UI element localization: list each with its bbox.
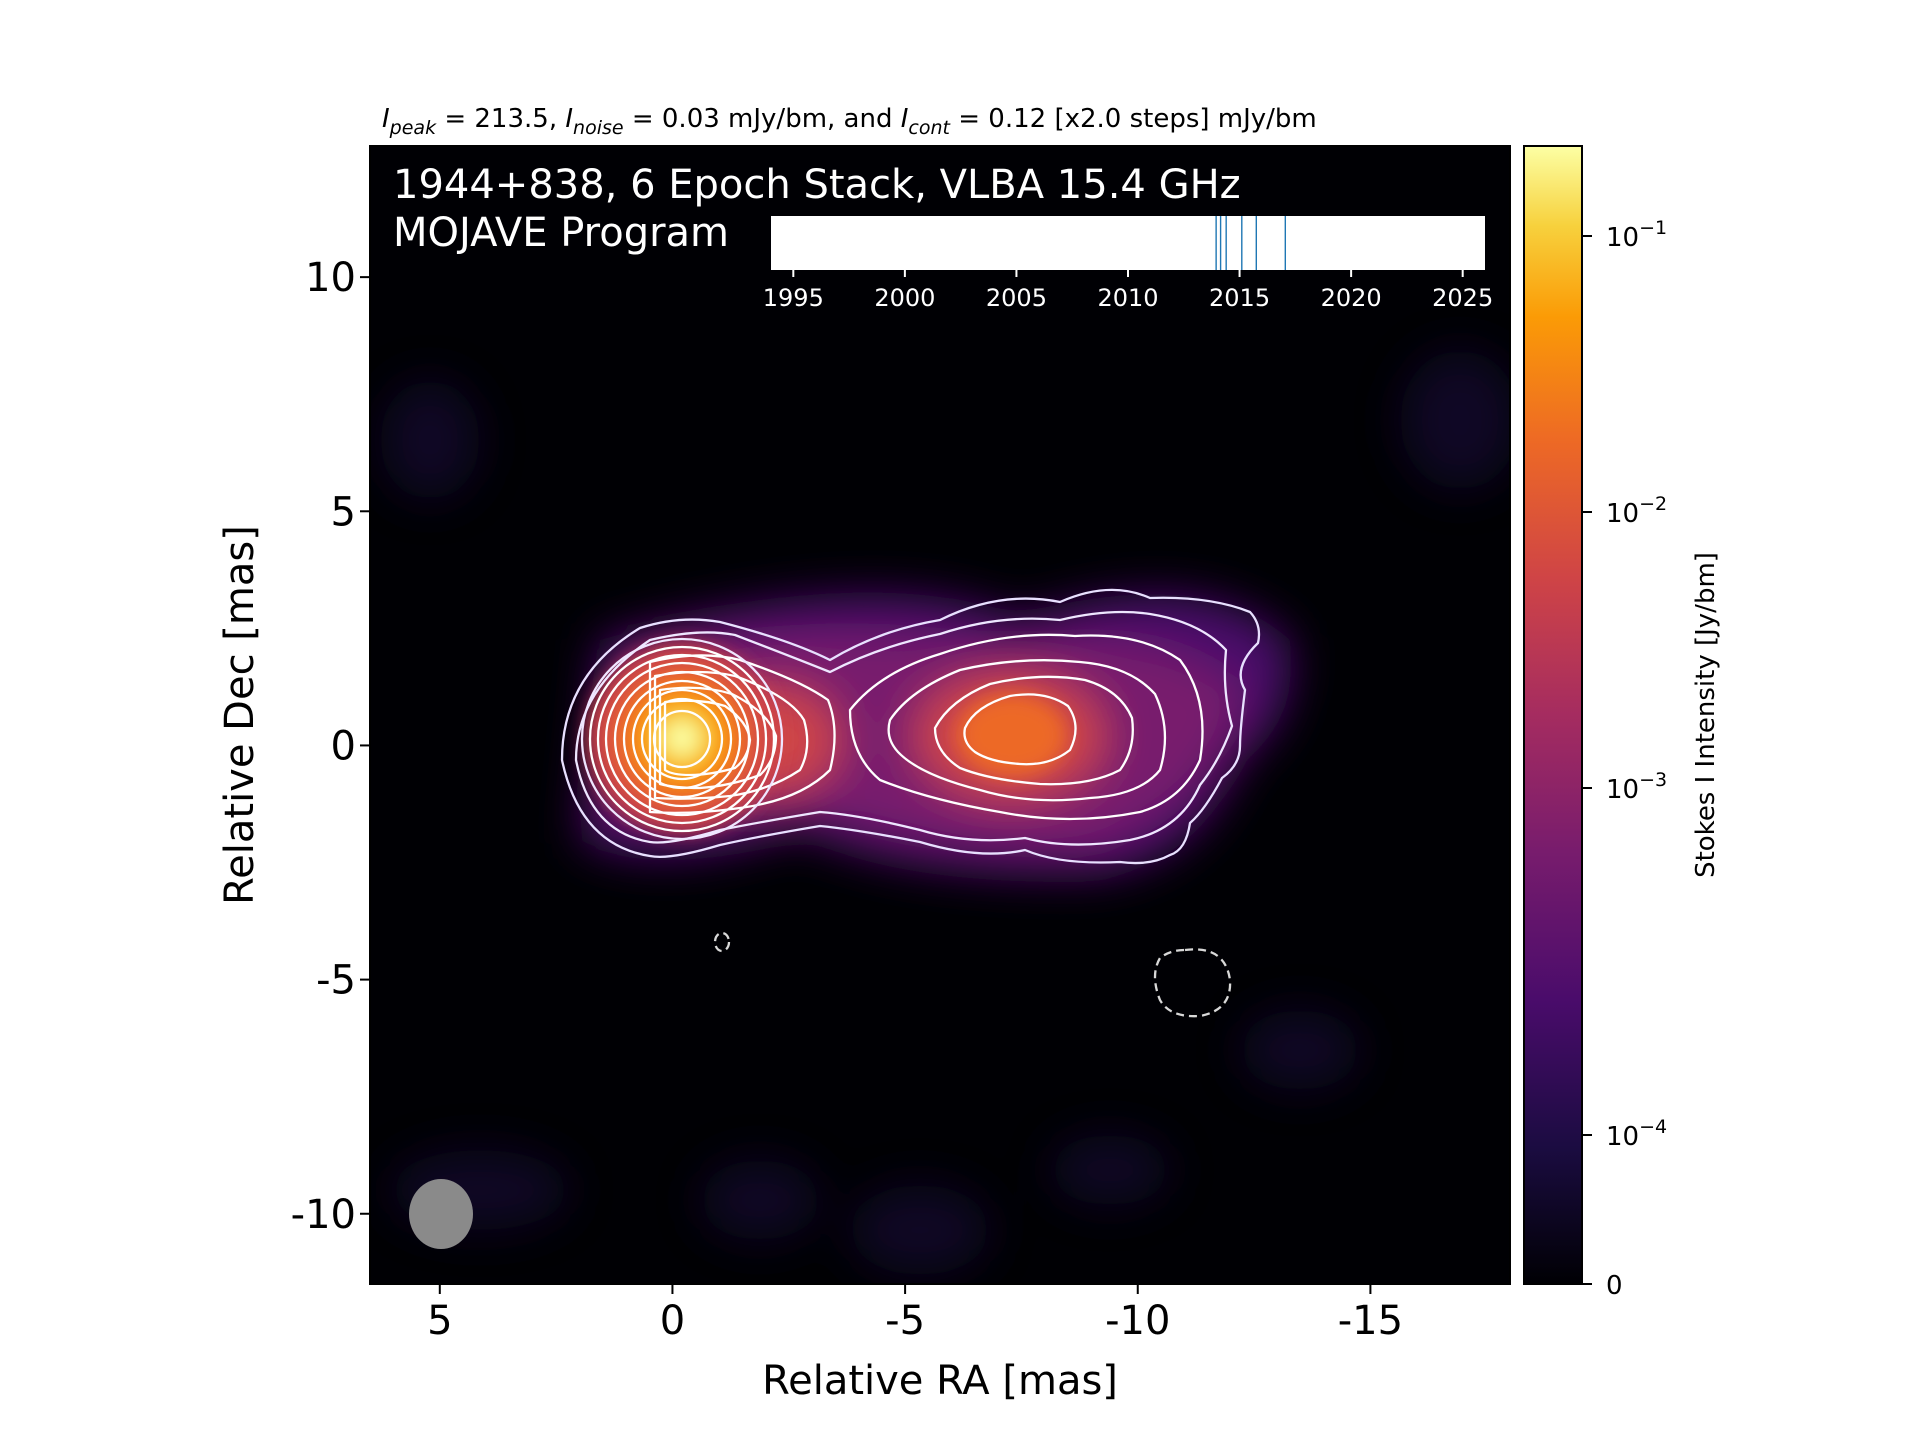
x-tick-label: -10	[1105, 1298, 1170, 1344]
colorbar-gradient	[1523, 145, 1583, 1285]
header-text: Ipeak = 213.5, Inoise = 0.03 mJy/bm, and…	[382, 104, 1317, 139]
x-tick-label: 5	[427, 1298, 452, 1344]
negative-contour-large	[1153, 948, 1232, 1018]
contour-outer-1	[560, 588, 1261, 865]
contour-core-8	[640, 697, 724, 781]
negative-contours	[713, 931, 1232, 1018]
timeline-box	[771, 216, 1485, 270]
contour-jet-4	[963, 693, 1077, 766]
negative-contour-small	[713, 931, 731, 953]
colorbar-tick-label: 10−2	[1606, 493, 1667, 529]
y-tick-label: 5	[331, 489, 356, 535]
x-axis-label: Relative RA [mas]	[762, 1358, 1118, 1404]
contour-jet-3	[933, 675, 1134, 786]
timeline-tick-label: 2025	[1432, 284, 1493, 312]
image-frame	[369, 145, 1511, 1285]
noise-emission	[380, 350, 1510, 1275]
contour-bridge-4	[663, 699, 752, 777]
y-tick-label: 10	[305, 255, 356, 301]
y-tick-label: -10	[291, 1192, 356, 1238]
colorbar: 10−4 10−3 10−2 10−1 0 Stokes I Intensity [Jy…	[1523, 145, 1721, 1301]
overlay-line2: MOJAVE Program	[393, 210, 729, 256]
timeline-tick-label: 2010	[1097, 284, 1158, 312]
contour-core-7	[631, 688, 733, 790]
colorbar-label: Stokes I Intensity [Jy/bm]	[1691, 552, 1721, 878]
contour-bridge-1	[648, 654, 836, 815]
timeline-tick-label: 2015	[1209, 284, 1270, 312]
colorbar-tick-label-zero: 0	[1606, 1271, 1623, 1301]
contour-core-3	[596, 653, 768, 825]
x-tick-label: 0	[660, 1298, 685, 1344]
image-panel: 1944+838, 6 Epoch Stack, VLBA 15.4 GHz M…	[217, 145, 1511, 1404]
timeline-tick-label: 2000	[874, 284, 935, 312]
contour-core-9	[652, 709, 712, 769]
contours	[560, 588, 1261, 865]
contour-core-1	[580, 637, 784, 841]
y-tick-label: 0	[331, 723, 356, 769]
colorbar-tick-label: 10−3	[1606, 769, 1667, 805]
y-tick-label: -5	[316, 958, 356, 1004]
contour-core-2	[588, 645, 776, 833]
contour-outer-2	[574, 610, 1234, 846]
contour-core-5	[613, 670, 751, 808]
epoch-timeline: 1995 2000 2005 2010 2015 2020 2025	[763, 216, 1493, 312]
contour-core-4	[604, 661, 760, 817]
timeline-tick-label: 2020	[1321, 284, 1382, 312]
timeline-tick-label: 2005	[986, 284, 1047, 312]
colorbar-tick-label: 10−1	[1606, 217, 1667, 253]
x-tick-label: -15	[1338, 1298, 1403, 1344]
beam-ellipse	[409, 1179, 473, 1249]
contour-jet-2	[887, 659, 1167, 802]
y-axis-label: Relative Dec [mas]	[217, 525, 263, 905]
contour-jet-1	[848, 633, 1204, 821]
colorbar-tick-label: 10−4	[1606, 1116, 1667, 1152]
x-tick-label: -5	[885, 1298, 925, 1344]
overlay-line1: 1944+838, 6 Epoch Stack, VLBA 15.4 GHz	[393, 162, 1241, 208]
timeline-tick-label: 1995	[763, 284, 824, 312]
contour-core-6	[622, 679, 742, 799]
